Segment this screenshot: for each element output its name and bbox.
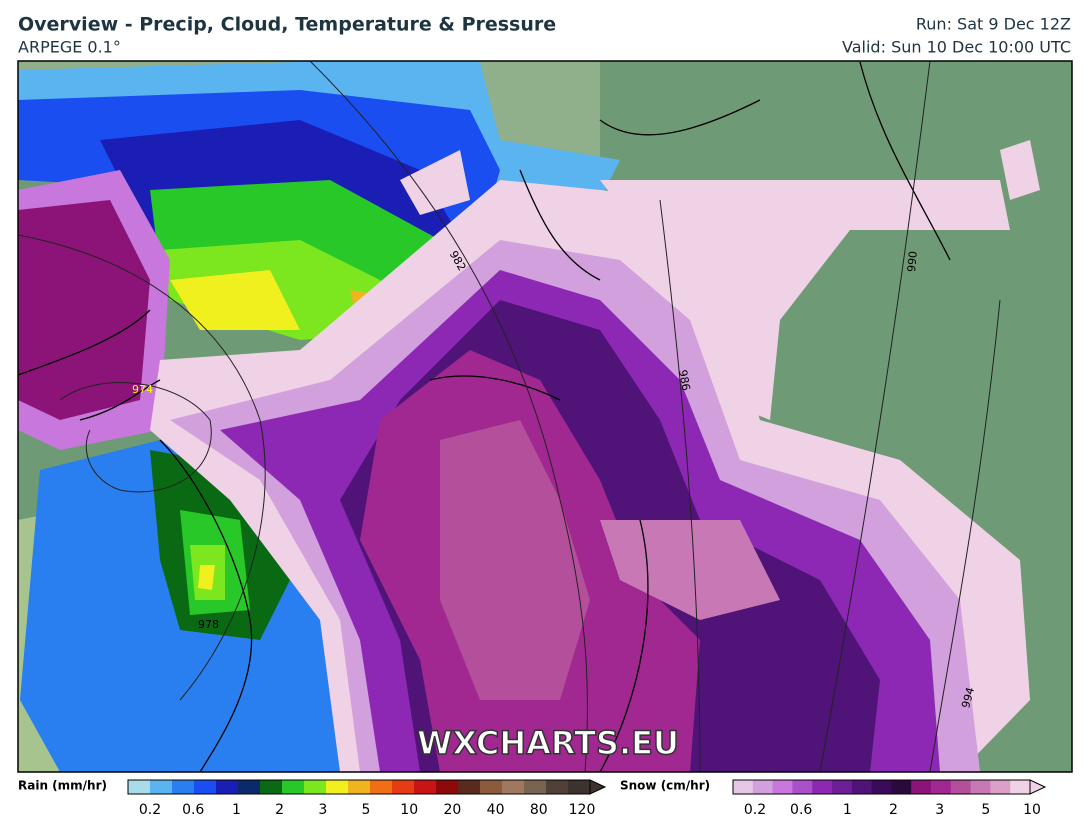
map-frame bbox=[17, 60, 1073, 773]
colorbar-swatch bbox=[891, 780, 912, 794]
colorbar-swatch bbox=[1010, 780, 1031, 794]
colorbar-swatch bbox=[911, 780, 932, 794]
isobar-label: 990 bbox=[905, 250, 920, 272]
isobar-label: 986 bbox=[676, 369, 692, 392]
colorbar-swatch bbox=[370, 780, 393, 794]
colorbar-swatch bbox=[568, 780, 591, 794]
colorbar-swatch bbox=[931, 780, 952, 794]
colorbar-arrow bbox=[589, 779, 607, 795]
colorbar-swatch bbox=[502, 780, 525, 794]
colorbar-swatch bbox=[128, 780, 151, 794]
colorbar-swatch bbox=[414, 780, 437, 794]
colorbar-swatch bbox=[524, 780, 547, 794]
colorbar-swatch bbox=[260, 780, 283, 794]
colorbar-tick: 2 bbox=[275, 802, 284, 818]
colorbar-swatch bbox=[348, 780, 371, 794]
colorbar-swatch bbox=[150, 780, 173, 794]
colorbar-swatch bbox=[792, 780, 813, 794]
colorbar-tick: 0.2 bbox=[139, 802, 161, 818]
colorbar-swatch bbox=[194, 780, 217, 794]
colorbar-swatch bbox=[480, 780, 503, 794]
colorbar-tick: 0.6 bbox=[790, 802, 812, 818]
colorbar-tick: 2 bbox=[889, 802, 898, 818]
isobar-label: 978 bbox=[198, 618, 219, 631]
title: Overview - Precip, Cloud, Temperature & … bbox=[18, 14, 556, 36]
colorbar-swatch bbox=[546, 780, 569, 794]
colorbar-tick: 40 bbox=[487, 802, 505, 818]
colorbar-tick: 10 bbox=[1023, 802, 1041, 818]
colorbar-swatch bbox=[832, 780, 853, 794]
colorbar-swatch bbox=[752, 780, 774, 794]
map: 982 974 978 986 990 994 WXCHARTS.EU bbox=[18, 61, 1072, 772]
colorbar-tick: 3 bbox=[318, 802, 327, 818]
colorbar-swatch bbox=[970, 780, 991, 794]
colorbar-swatch bbox=[772, 780, 793, 794]
colorbar-tick: 10 bbox=[400, 802, 418, 818]
colorbar-swatch bbox=[851, 780, 873, 794]
rain-label: Rain (mm/hr) bbox=[18, 779, 107, 793]
colorbar-tick: 20 bbox=[443, 802, 461, 818]
valid: Valid: Sun 10 Dec 10:00 UTC bbox=[842, 38, 1071, 57]
colorbar-tick: 0.6 bbox=[182, 802, 204, 818]
colorbar-tick: 5 bbox=[981, 802, 990, 818]
colorbar-swatch bbox=[282, 780, 305, 794]
subtitle: ARPEGE 0.1° bbox=[18, 38, 121, 57]
colorbar-arrow bbox=[1029, 779, 1047, 795]
isobar-label: 974 bbox=[132, 383, 153, 396]
colorbar-swatch bbox=[304, 780, 327, 794]
colorbar-swatch bbox=[950, 780, 972, 794]
colorbar-tick: 1 bbox=[843, 802, 852, 818]
colorbar-swatch bbox=[871, 780, 892, 794]
colorbar-swatch bbox=[238, 780, 261, 794]
colorbar-swatch bbox=[733, 780, 754, 794]
colorbar-swatch bbox=[436, 780, 459, 794]
snow-label: Snow (cm/hr) bbox=[620, 779, 710, 793]
colorbar-swatch bbox=[172, 780, 195, 794]
colorbar-swatch bbox=[812, 780, 833, 794]
colorbar-swatch bbox=[392, 780, 415, 794]
colorbar-tick: 5 bbox=[362, 802, 371, 818]
colorbar-tick: 0.2 bbox=[744, 802, 766, 818]
colorbar-tick: 3 bbox=[935, 802, 944, 818]
colorbar-tick: 80 bbox=[530, 802, 548, 818]
watermark: WXCHARTS.EU bbox=[417, 724, 679, 762]
isobar-label: 994 bbox=[959, 686, 977, 710]
colorbar-tick: 120 bbox=[569, 802, 596, 818]
colorbar-swatch bbox=[990, 780, 1011, 794]
colorbar-swatch bbox=[216, 780, 239, 794]
run: Run: Sat 9 Dec 12Z bbox=[916, 15, 1071, 34]
colorbar-swatch bbox=[326, 780, 349, 794]
colorbar-tick: 1 bbox=[232, 802, 241, 818]
colorbar-swatch bbox=[458, 780, 481, 794]
